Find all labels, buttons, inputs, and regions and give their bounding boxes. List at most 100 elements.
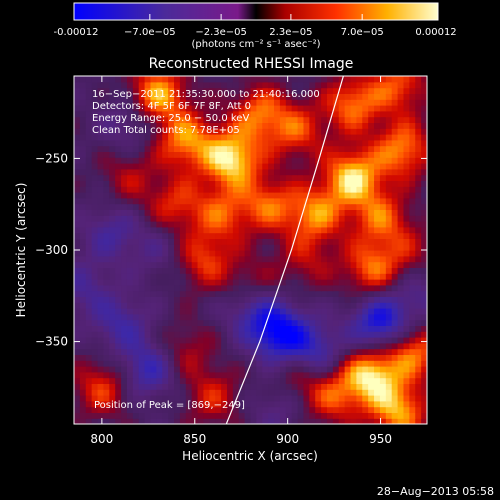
heatmap-cell bbox=[221, 122, 228, 129]
heatmap-cell bbox=[244, 221, 252, 228]
heatmap-cell bbox=[268, 267, 275, 274]
heatmap-cell bbox=[126, 105, 134, 112]
heatmap-cell bbox=[103, 389, 110, 396]
heatmap-cell bbox=[344, 319, 352, 326]
heatmap-cell bbox=[297, 360, 305, 367]
heatmap-cell bbox=[291, 209, 299, 216]
heatmap-cell bbox=[397, 389, 405, 396]
heatmap-cell bbox=[174, 371, 181, 379]
heatmap-cell bbox=[179, 99, 187, 106]
heatmap-cell bbox=[356, 99, 363, 106]
heatmap-cell bbox=[344, 244, 352, 251]
heatmap-cell bbox=[268, 221, 275, 228]
heatmap-cell bbox=[74, 308, 81, 315]
heatmap-cell bbox=[103, 302, 110, 309]
heatmap-cell bbox=[191, 366, 199, 373]
heatmap-cell bbox=[197, 371, 205, 379]
heatmap-cell bbox=[221, 244, 228, 251]
heatmap-cell bbox=[268, 308, 275, 315]
heatmap-cell bbox=[303, 81, 310, 89]
heatmap-cell bbox=[221, 226, 228, 234]
heatmap-cell bbox=[162, 255, 169, 263]
heatmap-cell bbox=[138, 279, 146, 286]
heatmap-cell bbox=[209, 250, 216, 257]
heatmap-cell bbox=[309, 348, 316, 355]
heatmap-cell bbox=[262, 290, 269, 297]
heatmap-cell bbox=[403, 284, 410, 292]
heatmap-cell bbox=[274, 313, 281, 321]
heatmap-cell bbox=[397, 145, 405, 152]
heatmap-cell bbox=[97, 139, 105, 147]
heatmap-cell bbox=[185, 203, 193, 210]
heatmap-cell bbox=[274, 284, 281, 292]
heatmap-cell bbox=[250, 337, 257, 344]
heatmap-cell bbox=[138, 342, 146, 350]
heatmap-cell bbox=[168, 354, 175, 361]
heatmap-cell bbox=[368, 395, 375, 402]
heatmap-cell bbox=[109, 325, 116, 332]
heatmap-cell bbox=[191, 377, 199, 384]
heatmap-cell bbox=[244, 395, 252, 402]
heatmap-cell bbox=[232, 163, 240, 170]
x-tick-label: 900 bbox=[276, 432, 299, 446]
heatmap-cell bbox=[74, 105, 81, 112]
heatmap-cell bbox=[385, 76, 393, 83]
heatmap-cell bbox=[174, 139, 181, 147]
heatmap-cell bbox=[91, 157, 99, 164]
heatmap-cell bbox=[297, 232, 305, 239]
heatmap-cell bbox=[209, 209, 216, 216]
heatmap-cell bbox=[109, 337, 116, 344]
heatmap-cell bbox=[150, 267, 157, 274]
heatmap-cell bbox=[244, 168, 252, 176]
heatmap-cell bbox=[109, 163, 116, 170]
heatmap-cell bbox=[415, 255, 422, 263]
heatmap-cell bbox=[209, 279, 216, 286]
heatmap-cell bbox=[374, 128, 381, 135]
heatmap-cell bbox=[350, 238, 357, 245]
heatmap-cell bbox=[409, 360, 416, 367]
heatmap-cell bbox=[215, 400, 222, 408]
heatmap-cell bbox=[385, 122, 393, 129]
heatmap-cell bbox=[209, 366, 216, 373]
heatmap-cell bbox=[268, 377, 275, 384]
heatmap-cell bbox=[144, 232, 152, 239]
heatmap-cell bbox=[191, 296, 199, 303]
heatmap-cell bbox=[174, 377, 181, 384]
heatmap-cell bbox=[244, 296, 252, 303]
heatmap-cell bbox=[179, 337, 187, 344]
heatmap-cell bbox=[303, 93, 310, 100]
heatmap-cell bbox=[244, 238, 252, 245]
heatmap-cell bbox=[115, 273, 122, 280]
heatmap-cell bbox=[232, 174, 240, 181]
heatmap-cell bbox=[368, 255, 375, 263]
heatmap-cell bbox=[209, 232, 216, 239]
heatmap-cell bbox=[274, 255, 281, 263]
heatmap-cell bbox=[191, 308, 199, 315]
heatmap-cell bbox=[203, 250, 210, 257]
heatmap-cell bbox=[279, 255, 287, 263]
heatmap-cell bbox=[156, 215, 163, 222]
heatmap-cell bbox=[285, 81, 293, 89]
heatmap-cell bbox=[126, 261, 134, 268]
heatmap-cell bbox=[138, 337, 146, 344]
heatmap-cell bbox=[74, 250, 81, 257]
heatmap-cell bbox=[132, 174, 140, 181]
colorbar-tick-label: 7.0e−05 bbox=[341, 27, 384, 38]
heatmap-cell bbox=[168, 308, 175, 315]
heatmap-cell bbox=[421, 163, 427, 170]
heatmap-cell bbox=[126, 418, 134, 424]
heatmap-cell bbox=[250, 383, 257, 390]
heatmap-cell bbox=[168, 383, 175, 390]
heatmap-cell bbox=[97, 110, 105, 118]
heatmap-cell bbox=[315, 209, 322, 216]
heatmap-cell bbox=[121, 122, 128, 129]
heatmap-cell bbox=[162, 383, 169, 390]
heatmap-cell bbox=[91, 250, 99, 257]
heatmap-cell bbox=[144, 244, 152, 251]
heatmap-cell bbox=[209, 197, 216, 205]
heatmap-cell bbox=[379, 389, 387, 396]
heatmap-cell bbox=[303, 244, 310, 251]
heatmap-cell bbox=[309, 93, 316, 100]
heatmap-cell bbox=[191, 226, 199, 234]
heatmap-cell bbox=[256, 296, 263, 303]
